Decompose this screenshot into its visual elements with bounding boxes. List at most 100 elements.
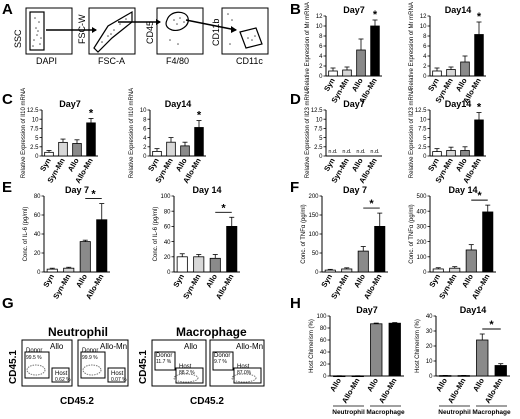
not-detected-label: n.d. (328, 149, 338, 155)
chart-e-7: 0 20 40 60 80 100 Day 14 Conc. of IL-6 (pg/ml) S… (153, 185, 240, 301)
chart-title: Day7 (59, 99, 81, 109)
y-tick-label: 60 (320, 338, 327, 344)
bar (446, 150, 456, 157)
y-tick-label: 8 (143, 117, 147, 123)
y-tick-label: 7.5 (314, 127, 323, 133)
svg-text:99.9 %: 99.9 % (82, 355, 98, 361)
y-tick-label: 2 (143, 145, 147, 151)
gating-plot-4: CD11b CD11c (211, 7, 269, 66)
flow-ylabel: CD45.1 (138, 350, 149, 384)
flow-group-title: Macrophage (176, 325, 247, 339)
bar (370, 323, 383, 377)
chart-b-1: 0 2 4 6 8 10 12 Day14 Relative Expression of Mr … (409, 2, 486, 105)
category-label: Allo (204, 272, 219, 289)
bar (388, 322, 401, 377)
group-label: Neutrophil (438, 409, 471, 416)
y-tick-label: 12 (316, 14, 323, 20)
y-tick-label: 40 (320, 350, 327, 356)
y-tick-label: 80 (320, 326, 327, 332)
gating-ylabel: FSC-W (77, 14, 87, 44)
bar (482, 211, 494, 273)
svg-text:Donor: Donor (26, 348, 42, 354)
panel-letter-a: A (2, 1, 13, 18)
panel-letter-b: B (290, 1, 301, 18)
y-tick-label: 2.5 (418, 145, 427, 151)
svg-text:99.5 %: 99.5 % (26, 355, 42, 361)
chart-f-9: 0 100 200 300 400 500 Day 14 Conc. of TNFα (pg/… (409, 185, 496, 301)
svg-text:0.07 %: 0.07 % (111, 377, 127, 383)
dot-cloud (32, 17, 42, 47)
y-tick-label: 100 (308, 232, 319, 238)
y-tick-label: 60 (164, 225, 171, 231)
svg-text:Donor: Donor (156, 353, 172, 359)
significance-star: * (221, 202, 226, 214)
y-tick-label: 5 (319, 136, 323, 142)
svg-text:Host: Host (55, 371, 68, 377)
bar (494, 365, 507, 377)
bar-charts: 0 2 4 6 8 10 12 Day7 Relative Expression of Mr m… (21, 2, 511, 416)
significance-star: * (89, 107, 94, 119)
not-detected-label: n.d. (356, 149, 366, 155)
category-label: Allo (328, 376, 343, 393)
not-detected-label: n.d. (342, 149, 352, 155)
y-tick-label: 100 (160, 194, 171, 200)
y-tick-label: 200 (416, 240, 427, 246)
y-tick-label: 0 (429, 374, 433, 380)
bar (226, 225, 238, 273)
y-tick-label: 150 (308, 213, 319, 219)
category-label: Allo (434, 376, 449, 393)
y-axis-label: Host Chimerism (%) (309, 319, 315, 373)
y-axis-label: Relative Expression of Il23 mRNA (305, 88, 311, 178)
category-label: Allo (365, 376, 380, 393)
gating-plot-2: FSC-W FSC-A (77, 7, 136, 66)
gating-xlabel: CD11c (236, 56, 263, 66)
bar (193, 256, 205, 273)
panel-letter-e: E (2, 179, 12, 196)
y-tick-label: 12.5 (311, 108, 323, 114)
category-label: Allo (352, 272, 367, 289)
y-tick-label: 10 (316, 24, 323, 30)
bar (357, 250, 369, 273)
y-tick-label: 0 (319, 154, 323, 160)
flow-ylabel: CD45.1 (8, 350, 19, 384)
y-tick-label: 12.5 (27, 108, 39, 114)
significance-star: * (197, 110, 202, 122)
category-label: Syn (319, 272, 334, 289)
svg-text:11.7 %: 11.7 % (156, 359, 172, 365)
bar (474, 119, 484, 157)
panel-letter-c: C (2, 91, 13, 108)
chart-title: Day 7 (65, 185, 89, 195)
bar (432, 70, 442, 77)
y-tick-label: 7.5 (30, 127, 39, 133)
bar (58, 141, 68, 157)
bar (460, 150, 470, 157)
gating-ylabel: SSC (13, 29, 23, 48)
y-tick-label: 200 (308, 194, 319, 200)
flow-group-title: Neutrophil (48, 325, 108, 339)
chart-title: Day 7 (343, 185, 367, 195)
svg-text:Donor: Donor (214, 353, 230, 359)
y-tick-label: 300 (416, 225, 427, 231)
y-tick-label: 8 (319, 34, 323, 40)
svg-text:Host: Host (111, 371, 124, 377)
chart-title: Day7 (356, 305, 378, 315)
flow-plot-macrophage-allo: Allo Donor 11.7 % Host 88.2 % (151, 339, 207, 387)
bar (152, 150, 162, 157)
bar (96, 219, 108, 273)
y-tick-label: 0 (37, 270, 41, 276)
bar (44, 151, 54, 157)
y-tick-label: 2 (319, 64, 323, 70)
bar (86, 122, 96, 157)
svg-text:Allo: Allo (50, 342, 64, 351)
category-label: Allo (74, 272, 89, 289)
bar (432, 268, 444, 273)
chart-title: Day14 (445, 5, 472, 15)
bar (46, 268, 58, 273)
svg-text:Allo: Allo (184, 342, 198, 351)
svg-text:Allo-Mn: Allo-Mn (100, 342, 127, 351)
bar (374, 225, 386, 273)
y-tick-label: 2.5 (314, 145, 323, 151)
not-detected-label: n.d. (370, 149, 380, 155)
